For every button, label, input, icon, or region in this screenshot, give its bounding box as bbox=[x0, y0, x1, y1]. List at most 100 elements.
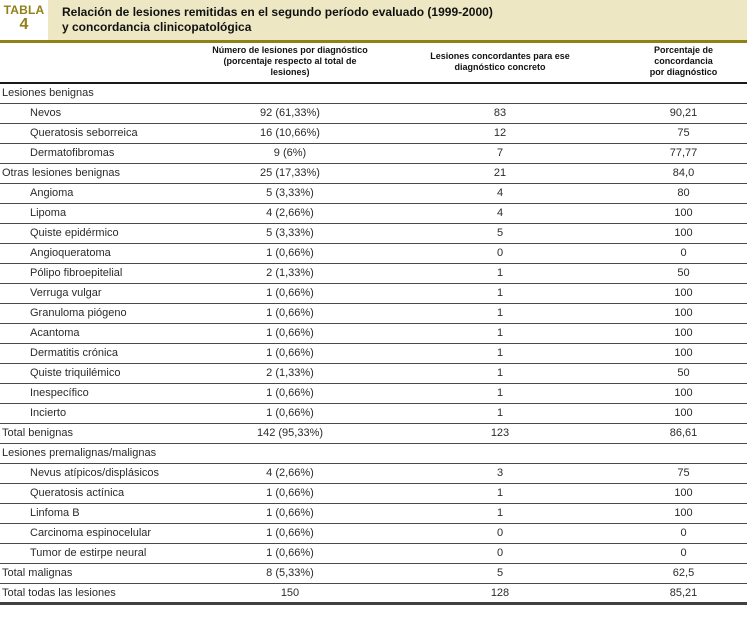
concordant-count-value: 7 bbox=[380, 143, 620, 164]
diagnosis-label: Queratosis seborreica bbox=[0, 123, 200, 144]
concordant-count-value: 3 bbox=[380, 463, 620, 484]
diagnosis-label: Granuloma piógeno bbox=[0, 303, 200, 324]
lesion-count-value: 1 (0,66%) bbox=[200, 543, 380, 564]
concordant-count-value: 21 bbox=[380, 163, 620, 184]
diagnosis-label: Queratosis actínica bbox=[0, 483, 200, 504]
concordance-pct-value: 77,77 bbox=[620, 143, 747, 164]
concordance-pct-value: 50 bbox=[620, 363, 747, 384]
lesion-count-value: 1 (0,66%) bbox=[200, 523, 380, 544]
column-header-text: (porcentaje respecto al total de lesione… bbox=[223, 56, 357, 77]
table-row: Verruga vulgar 1 (0,66%) 1 100 bbox=[0, 283, 747, 304]
concordant-count-value: 128 bbox=[380, 583, 620, 605]
diagnosis-label: Linfoma B bbox=[0, 503, 200, 524]
table-row: Incierto 1 (0,66%) 1 100 bbox=[0, 403, 747, 424]
diagnosis-label: Lipoma bbox=[0, 203, 200, 224]
table-row: Queratosis actínica 1 (0,66%) 1 100 bbox=[0, 483, 747, 504]
concordant-count-value: 4 bbox=[380, 203, 620, 224]
diagnosis-label: Otras lesiones benignas bbox=[0, 163, 200, 184]
diagnosis-label: Dermatitis crónica bbox=[0, 343, 200, 364]
table-title-line2: y concordancia clinicopatológica bbox=[62, 20, 252, 34]
table-row: Carcinoma espinocelular 1 (0,66%) 0 0 bbox=[0, 523, 747, 544]
concordant-count-value: 1 bbox=[380, 323, 620, 344]
diagnosis-label: Nevus atípicos/displásicos bbox=[0, 463, 200, 484]
lesion-count-value: 1 (0,66%) bbox=[200, 243, 380, 264]
concordant-count-value: 1 bbox=[380, 503, 620, 524]
column-header-text: diagnóstico concreto bbox=[454, 61, 546, 72]
concordance-pct-value: 100 bbox=[620, 223, 747, 244]
concordance-pct-value: 0 bbox=[620, 243, 747, 264]
concordance-pct-value: 100 bbox=[620, 383, 747, 404]
concordance-pct-value: 0 bbox=[620, 543, 747, 564]
column-header-text: Porcentaje de concordancia bbox=[653, 45, 714, 66]
lesion-count-value: 1 (0,66%) bbox=[200, 343, 380, 364]
diagnosis-label: Quiste triquilémico bbox=[0, 363, 200, 384]
table-row: Lipoma 4 (2,66%) 4 100 bbox=[0, 203, 747, 224]
concordance-pct-value: 80 bbox=[620, 183, 747, 204]
diagnosis-label: Dermatofibromas bbox=[0, 143, 200, 164]
column-header-concordant: Lesiones concordantes para ese diagnósti… bbox=[380, 43, 620, 84]
header-rule bbox=[0, 40, 747, 43]
lesion-count-value: 1 (0,66%) bbox=[200, 303, 380, 324]
table-row: Dermatofibromas 9 (6%) 7 77,77 bbox=[0, 143, 747, 164]
column-header-text: por diagnóstico bbox=[649, 67, 718, 77]
concordance-pct-value: 75 bbox=[620, 123, 747, 144]
concordance-pct-value bbox=[620, 443, 747, 464]
table-row: Otras lesiones benignas 25 (17,33%) 21 8… bbox=[0, 163, 747, 184]
concordance-pct-value: 62,5 bbox=[620, 563, 747, 584]
column-header-text: Número de lesiones por diagnóstico bbox=[212, 45, 368, 55]
lesion-count-value: 4 (2,66%) bbox=[200, 203, 380, 224]
concordance-pct-value: 100 bbox=[620, 403, 747, 424]
concordant-count-value: 1 bbox=[380, 403, 620, 424]
concordance-pct-value: 100 bbox=[620, 303, 747, 324]
table-badge-number: 4 bbox=[19, 16, 29, 33]
diagnosis-label: Nevos bbox=[0, 103, 200, 124]
table-row: Quiste triquilémico 2 (1,33%) 1 50 bbox=[0, 363, 747, 384]
lesion-count-value: 1 (0,66%) bbox=[200, 483, 380, 504]
concordant-count-value: 1 bbox=[380, 263, 620, 284]
concordance-pct-value: 100 bbox=[620, 323, 747, 344]
concordance-pct-value: 100 bbox=[620, 503, 747, 524]
table-row: Pólipo fibroepitelial 2 (1,33%) 1 50 bbox=[0, 263, 747, 284]
concordant-count-value: 0 bbox=[380, 543, 620, 564]
concordance-pct-value: 84,0 bbox=[620, 163, 747, 184]
diagnosis-label: Total benignas bbox=[0, 423, 200, 444]
concordant-count-value: 5 bbox=[380, 223, 620, 244]
concordance-pct-value bbox=[620, 83, 747, 104]
lesion-count-value: 16 (10,66%) bbox=[200, 123, 380, 144]
table-row: Total malignas 8 (5,33%) 5 62,5 bbox=[0, 563, 747, 584]
lesion-count-value: 4 (2,66%) bbox=[200, 463, 380, 484]
concordance-pct-value: 100 bbox=[620, 283, 747, 304]
diagnosis-label: Carcinoma espinocelular bbox=[0, 523, 200, 544]
concordant-count-value: 123 bbox=[380, 423, 620, 444]
lesions-table: Número de lesiones por diagnóstico (porc… bbox=[0, 43, 747, 605]
table-row: Inespecífico 1 (0,66%) 1 100 bbox=[0, 383, 747, 404]
concordance-pct-value: 100 bbox=[620, 483, 747, 504]
lesion-count-value: 25 (17,33%) bbox=[200, 163, 380, 184]
table-row: Tumor de estirpe neural 1 (0,66%) 0 0 bbox=[0, 543, 747, 564]
diagnosis-label: Angioma bbox=[0, 183, 200, 204]
concordance-pct-value: 100 bbox=[620, 203, 747, 224]
table-row: Granuloma piógeno 1 (0,66%) 1 100 bbox=[0, 303, 747, 324]
column-header-text: Lesiones concordantes para ese bbox=[430, 50, 570, 61]
diagnosis-label: Inespecífico bbox=[0, 383, 200, 404]
table-badge: TABLA 4 bbox=[0, 0, 48, 40]
diagnosis-label: Lesiones benignas bbox=[0, 83, 200, 104]
concordance-pct-value: 75 bbox=[620, 463, 747, 484]
table-row: Total benignas 142 (95,33%) 123 86,61 bbox=[0, 423, 747, 444]
table-row: Acantoma 1 (0,66%) 1 100 bbox=[0, 323, 747, 344]
table-title-line1: Relación de lesiones remitidas en el seg… bbox=[62, 5, 493, 19]
concordance-pct-value: 50 bbox=[620, 263, 747, 284]
column-header-row: Número de lesiones por diagnóstico (porc… bbox=[0, 43, 747, 84]
lesion-count-value bbox=[200, 83, 380, 104]
diagnosis-label: Total todas las lesiones bbox=[0, 583, 200, 605]
table-row: Queratosis seborreica 16 (10,66%) 12 75 bbox=[0, 123, 747, 144]
lesion-count-value: 1 (0,66%) bbox=[200, 503, 380, 524]
concordant-count-value: 4 bbox=[380, 183, 620, 204]
table-row: Lesiones premalignas/malignas bbox=[0, 443, 747, 464]
diagnosis-label: Lesiones premalignas/malignas bbox=[0, 443, 200, 464]
diagnosis-label: Pólipo fibroepitelial bbox=[0, 263, 200, 284]
lesion-count-value: 1 (0,66%) bbox=[200, 283, 380, 304]
table-row: Lesiones benignas bbox=[0, 83, 747, 104]
diagnosis-label: Total malignas bbox=[0, 563, 200, 584]
table-row: Angioqueratoma 1 (0,66%) 0 0 bbox=[0, 243, 747, 264]
